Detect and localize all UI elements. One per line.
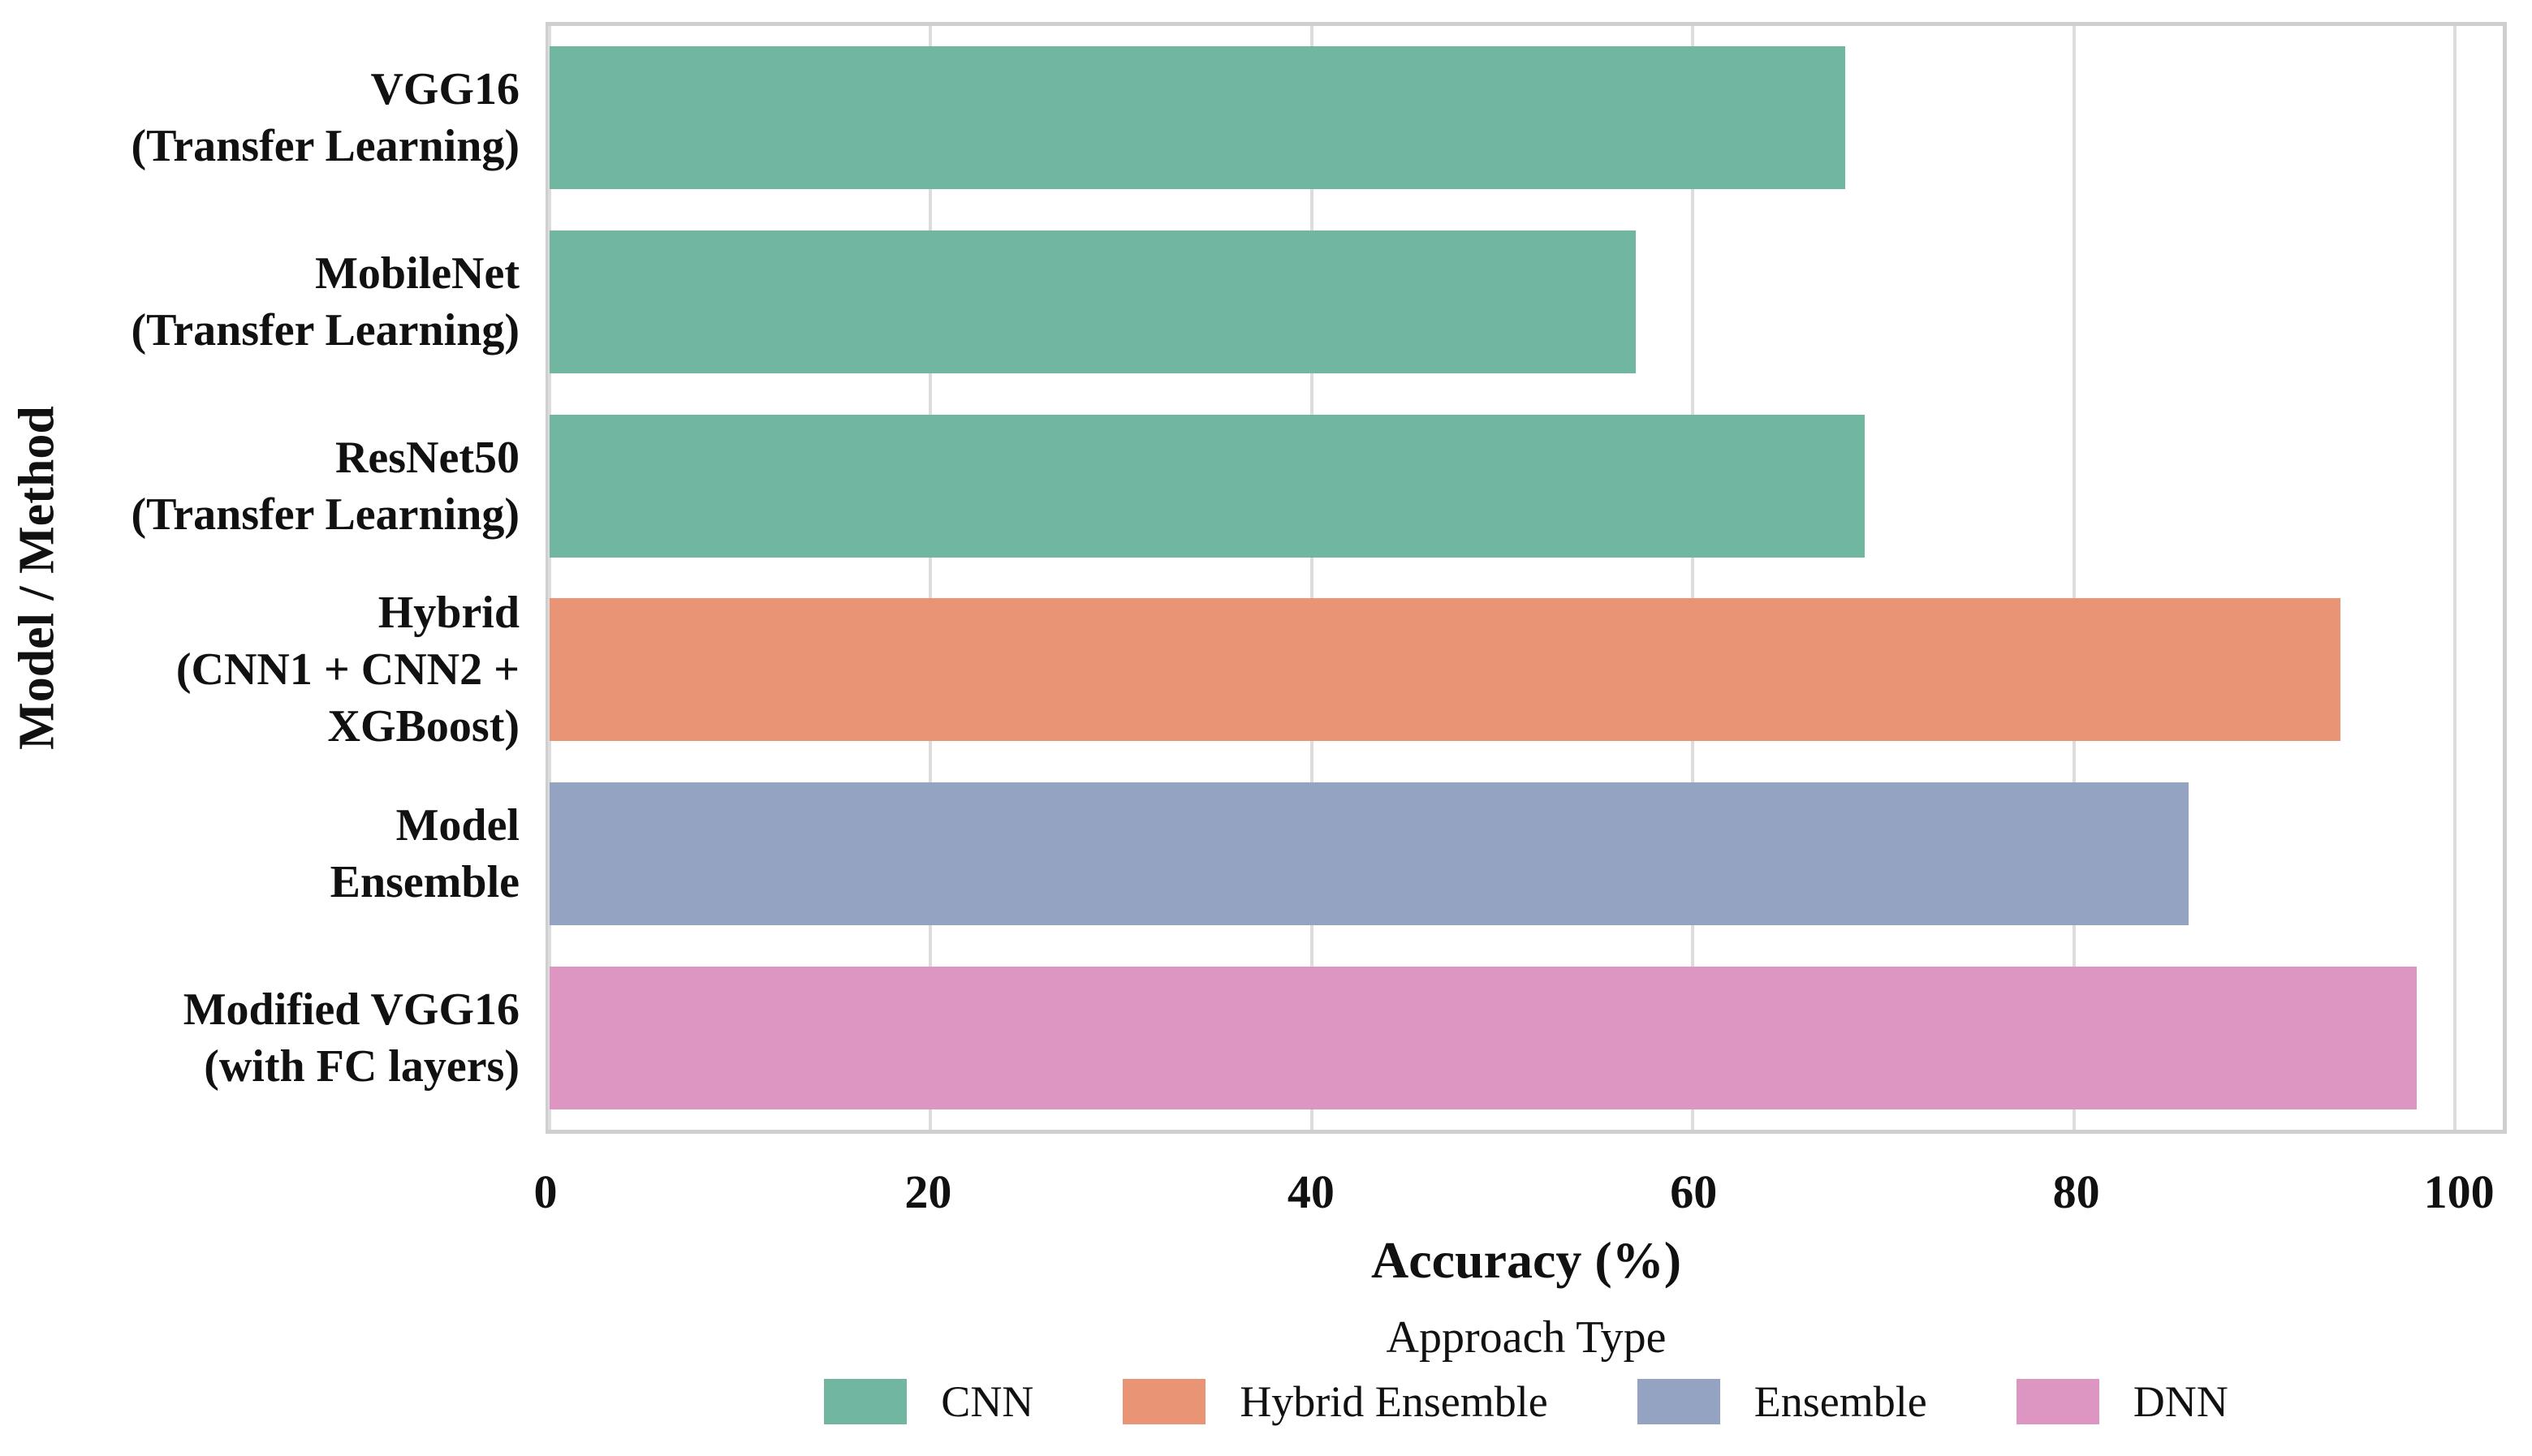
legend-swatch	[1637, 1379, 1720, 1424]
y-tick-label-line: Ensemble	[330, 857, 520, 907]
legend-label: Hybrid Ensemble	[1240, 1377, 1548, 1426]
y-tick-label: MobileNet (Transfer Learning)	[8, 245, 520, 359]
x-tick-label-20: 20	[904, 1165, 952, 1218]
y-tick-label-line: (Transfer Learning)	[131, 121, 520, 172]
y-tick-label-line: Modified VGG16	[183, 984, 520, 1035]
bar-hybrid	[550, 598, 2341, 742]
y-tick-label-line: Model	[395, 800, 520, 851]
bar-resnet50	[550, 414, 1865, 558]
plot-area	[546, 22, 2507, 1134]
legend-label: CNN	[941, 1377, 1034, 1426]
gridline-x-40	[1309, 26, 1313, 1130]
y-tick-label-line: (with FC layers)	[204, 1040, 520, 1092]
y-tick-label-line: Hybrid	[377, 588, 520, 639]
x-tick-label-group: 0 20 40 60 80 100	[534, 1162, 2507, 1227]
bar-model	[550, 782, 2189, 925]
bar-vgg16	[550, 46, 1846, 190]
x-tick-label-40: 40	[1287, 1165, 1335, 1218]
y-tick-label-line: (CNN1 + CNN2 +	[175, 644, 520, 696]
x-axis-title: Accuracy (%)	[1370, 1231, 1682, 1289]
gridline-x-0	[548, 26, 551, 1130]
legend-label: Ensemble	[1753, 1377, 1927, 1426]
y-tick-label: Model Ensemble	[8, 797, 520, 911]
y-tick-label-line: MobileNet	[315, 248, 520, 299]
y-tick-label-line: VGG16	[370, 64, 520, 115]
y-tick-label: Modified VGG16 (with FC layers)	[8, 981, 520, 1095]
x-tick-label-100: 100	[2423, 1165, 2495, 1218]
legend-row: CNN Hybrid Ensemble Ensemble DNN	[546, 1376, 2507, 1427]
legend-label: DNN	[2133, 1377, 2228, 1426]
y-tick-label-line: (Transfer Learning)	[131, 489, 520, 540]
gridline-x-60	[1691, 26, 1695, 1130]
bar-mobilenet	[550, 230, 1636, 373]
gridline-x-20	[929, 26, 933, 1130]
y-tick-label: ResNet50 (Transfer Learning)	[8, 429, 520, 543]
legend-title: Approach Type	[1386, 1312, 1667, 1363]
x-tick-label-60: 60	[1670, 1165, 1718, 1218]
bar-modified-vgg16	[550, 966, 2418, 1109]
y-tick-label-line: XGBoost)	[327, 701, 520, 752]
legend-item-cnn: CNN	[824, 1376, 1033, 1427]
y-tick-label-line: ResNet50	[334, 432, 520, 483]
y-tick-label: VGG16 (Transfer Learning)	[8, 61, 520, 174]
x-tick-label-0: 0	[533, 1165, 558, 1218]
y-tick-label: Hybrid (CNN1 + CNN2 + XGBoost)	[8, 584, 520, 755]
legend-item-dnn: DNN	[2016, 1376, 2228, 1427]
legend-item-hybrid-ensemble: Hybrid Ensemble	[1123, 1376, 1548, 1427]
legend-item-ensemble: Ensemble	[1637, 1376, 1927, 1427]
legend-swatch	[824, 1379, 908, 1424]
x-tick-label-80: 80	[2052, 1165, 2100, 1218]
legend: Approach Type CNN Hybrid Ensemble Ensemble…	[546, 1312, 2507, 1427]
legend-swatch	[1123, 1379, 1206, 1424]
legend-swatch	[2016, 1379, 2099, 1424]
gridline-x-100	[2453, 26, 2457, 1130]
gridline-x-80	[2072, 26, 2076, 1130]
y-tick-label-line: (Transfer Learning)	[131, 305, 520, 355]
